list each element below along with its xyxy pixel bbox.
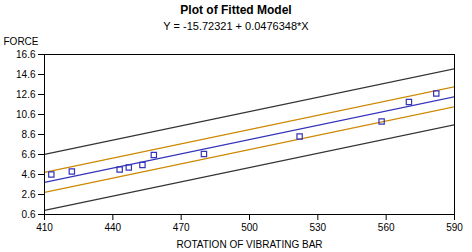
svg-text:410: 410 [36,222,53,233]
svg-text:4.6: 4.6 [22,169,36,180]
svg-text:10.6: 10.6 [16,109,36,120]
svg-text:0.6: 0.6 [22,209,36,220]
svg-text:FORCE: FORCE [4,36,39,47]
svg-text:440: 440 [104,222,121,233]
svg-text:2.6: 2.6 [22,189,36,200]
svg-text:12.6: 12.6 [16,89,36,100]
svg-text:ROTATION OF VIBRATING BAR: ROTATION OF VIBRATING BAR [176,239,322,250]
html-text:Y = -15.72321 + 0.0476348*X: Y = -15.72321 + 0.0476348*X [163,20,309,32]
svg-text:14.6: 14.6 [16,69,36,80]
svg-text:470: 470 [173,222,190,233]
svg-text:590: 590 [446,222,463,233]
svg-text:16.6: 16.6 [16,49,36,60]
svg-text:8.6: 8.6 [22,129,36,140]
html-text:Plot of Fitted Model: Plot of Fitted Model [180,3,292,17]
svg-text:6.6: 6.6 [22,149,36,160]
svg-text:560: 560 [378,222,395,233]
svg-text:500: 500 [241,222,258,233]
svg-text:530: 530 [309,222,326,233]
